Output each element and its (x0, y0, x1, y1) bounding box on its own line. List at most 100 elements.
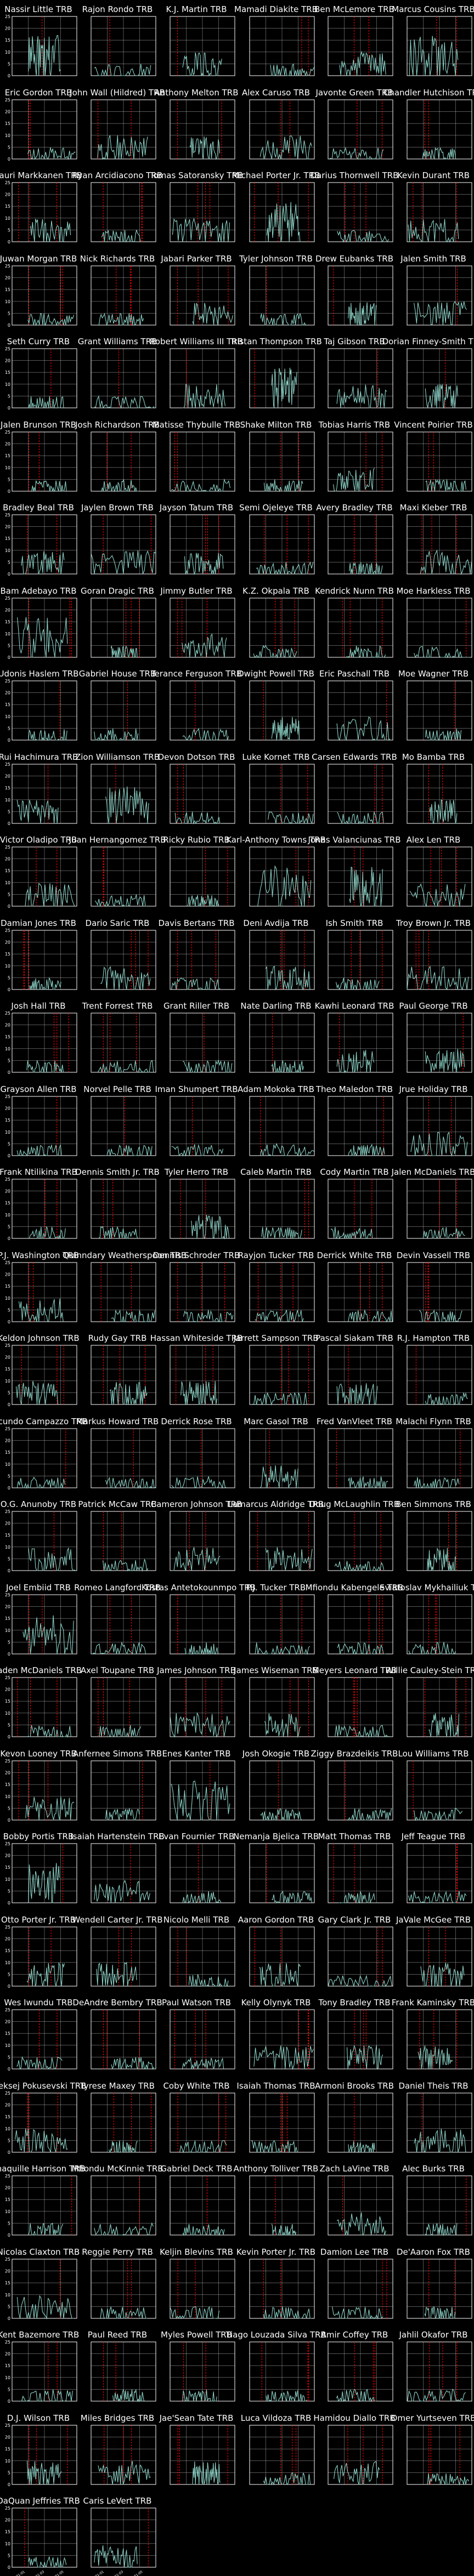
panel-plot (170, 846, 235, 907)
panel-title: Taj Gibson TRB (324, 337, 385, 346)
panel-plot (407, 1760, 472, 1821)
series-line (417, 2045, 453, 2069)
panel-plot (328, 1179, 393, 1239)
panel-title: Marcus Cousins TRB (392, 4, 474, 14)
y-tick-label: 10 (5, 50, 10, 55)
series-line (191, 1215, 230, 1240)
player-panel: Meyers Leonard TRB (312, 1663, 397, 1745)
series-line (28, 1725, 71, 1738)
panel-plot: 0 5 10 15 20 25 (5, 845, 77, 909)
player-panel: Moe Wagner TRB (395, 667, 474, 749)
y-tick-label: 5 (8, 394, 10, 399)
player-panel: Nicolo Melli TRB (158, 1913, 237, 1995)
series-line (103, 1558, 149, 1572)
panel-plot (249, 598, 315, 658)
y-tick-label: 20 (5, 2352, 10, 2357)
y-tick-label: 15 (5, 2114, 10, 2119)
y-tick-label: 0 (8, 1984, 10, 1989)
panel-title: Mfiondu McKinnie TRB (71, 2164, 163, 2174)
panel-plot (407, 99, 472, 160)
panel-plot (249, 1013, 315, 1073)
panel-plot (91, 182, 156, 243)
y-tick-label: 10 (5, 1462, 10, 1466)
series-line (271, 2224, 297, 2236)
player-panel: Caleb Martin TRB (238, 1165, 317, 1247)
panel-title: Ben Simmons TRB (396, 1499, 471, 1509)
y-tick-label: 25 (5, 1925, 10, 1930)
y-tick-label: 15 (5, 2447, 10, 2452)
y-tick-label: 20 (5, 1272, 10, 1277)
panel-plot: 0 5 10 15 20 25 (5, 1177, 77, 1241)
panel-plot (91, 846, 156, 907)
y-tick-label: 15 (5, 536, 10, 541)
player-panel: DaQuan Jeffries TRB 0 5 10 15 20 25 2021-01 2021… (0, 2494, 80, 2576)
y-tick-label: 20 (5, 1853, 10, 1858)
y-tick-label: 15 (5, 786, 10, 791)
panel-title: Grant Williams TRB (77, 337, 157, 346)
series-line (187, 894, 219, 907)
series-line (171, 977, 221, 990)
player-panel: Derrick Rose TRB (158, 1414, 237, 1497)
player-panel: Keljin Blevins TRB (158, 2245, 237, 2327)
y-tick-label: 15 (5, 2281, 10, 2285)
panel-plot (328, 2425, 393, 2485)
panel-plot (328, 99, 393, 160)
panel-plot (407, 1013, 472, 1073)
y-tick-label: 15 (5, 952, 10, 957)
panel-plot (249, 2425, 315, 2486)
panel-title: Semi Ojeleye TRB (239, 503, 313, 513)
y-tick-label: 0 (8, 2067, 10, 2072)
y-tick-label: 15 (5, 121, 10, 126)
series-line (409, 883, 466, 907)
y-tick-label: 5 (8, 1889, 10, 1893)
player-panel: Norvel Pelle TRB (79, 1082, 158, 1164)
panel-title: Paul Watson TRB (161, 1998, 232, 2008)
panel-plot (91, 1179, 156, 1239)
panel-title: Omer Yurtseven TRB (391, 2413, 474, 2423)
y-tick-label: 0 (8, 655, 10, 660)
player-panel: Aaron Gordon TRB (238, 1913, 317, 1995)
y-tick-label: 20 (5, 1438, 10, 1443)
panel-plot: 0 5 10 15 20 25 (5, 2174, 77, 2238)
series-line (253, 644, 297, 658)
y-tick-label: 20 (5, 607, 10, 612)
player-panel: Zach LaVine TRB (316, 2162, 395, 2244)
series-line (171, 478, 231, 492)
series-line (259, 1963, 301, 1987)
player-panel: Bam Adebayo TRB 0 5 10 15 20 25 (0, 584, 79, 666)
series-line (105, 786, 149, 823)
panel-title: Zion Williamson TRB (75, 752, 160, 762)
y-tick-label: 25 (5, 762, 10, 767)
panel-title: Jrue Holiday TRB (399, 1084, 468, 1094)
y-tick-label: 25 (5, 1675, 10, 1680)
series-line (347, 2045, 383, 2070)
series-line (255, 1309, 304, 1323)
panel-plot (91, 1345, 156, 1405)
panel-plot (249, 16, 315, 76)
panel-plot (328, 930, 393, 991)
panel-title: Vincent Poirier TRB (394, 419, 473, 430)
player-panel: Semi Ojeleye TRB (238, 501, 317, 583)
y-tick-label: 20 (5, 359, 10, 363)
series-line (271, 367, 297, 408)
y-tick-label: 25 (5, 2257, 10, 2262)
player-panel: Victor Oladipo TRB 0 5 10 15 20 25 (0, 833, 79, 915)
y-tick-label: 0 (8, 323, 10, 328)
player-panel: James Johnson TRB (157, 1663, 237, 1745)
player-panel: Carsen Edwards TRB (312, 750, 397, 832)
panel-title: Jahlil Okafor TRB (399, 2330, 468, 2340)
y-tick-label: 25 (5, 1177, 10, 1182)
panel-title: Rajon Rondo TRB (82, 4, 153, 14)
panel-plot (328, 1511, 393, 1572)
y-tick-label: 15 (5, 1284, 10, 1289)
y-tick-label: 25 (5, 1593, 10, 1597)
y-tick-label: 20 (5, 774, 10, 778)
player-panel: Lamarcus Aldridge TRB (228, 1497, 324, 1579)
y-tick-label: 25 (5, 1011, 10, 1016)
series-line (408, 1641, 456, 1654)
player-panel: Javonte Green TRB (315, 86, 395, 168)
panel-title: Wendell Carter Jr. TRB (72, 1914, 163, 1925)
panel-plot (249, 2341, 315, 2402)
series-line (263, 2472, 311, 2486)
y-tick-label: 10 (5, 2292, 10, 2297)
